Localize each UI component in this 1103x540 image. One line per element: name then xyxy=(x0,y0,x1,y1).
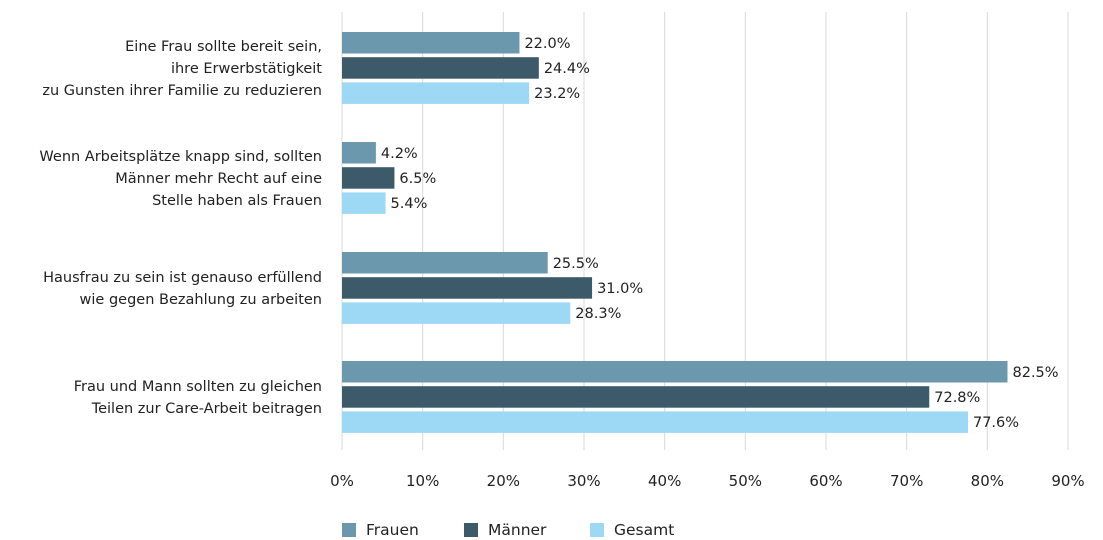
data-label: 28.3% xyxy=(575,306,621,322)
x-tick-label: 50% xyxy=(729,472,762,490)
x-tick-label: 0% xyxy=(330,472,354,490)
legend-swatch xyxy=(590,523,604,537)
legend-label: Gesamt xyxy=(614,521,674,539)
bar-mnner xyxy=(342,386,930,408)
data-label: 72.8% xyxy=(934,390,980,406)
bar-gesamt xyxy=(342,302,571,324)
category-label: Wenn Arbeitsplätze knapp sind, sollten Mä… xyxy=(39,149,322,209)
category-label: Eine Frau sollte bereit sein, ihre Erwerb… xyxy=(42,39,322,99)
x-tick-label: 30% xyxy=(567,472,600,490)
category-labels: Eine Frau sollte bereit sein, ihre Erwerb… xyxy=(39,39,322,417)
bar-gesamt xyxy=(342,192,386,214)
bar-frauen xyxy=(342,32,520,54)
data-label: 24.4% xyxy=(544,61,590,77)
bar-frauen xyxy=(342,252,548,274)
legend-label: Frauen xyxy=(366,521,419,539)
bar-mnner xyxy=(342,167,395,189)
data-label: 6.5% xyxy=(399,171,436,187)
x-tick-label: 10% xyxy=(406,472,439,490)
x-tick-label: 60% xyxy=(809,472,842,490)
data-label: 22.0% xyxy=(524,36,570,52)
x-tick-label: 80% xyxy=(971,472,1004,490)
x-tick-label: 20% xyxy=(487,472,520,490)
data-label: 4.2% xyxy=(381,146,418,162)
legend-label: Männer xyxy=(488,521,547,539)
value-labels: 22.0% 24.4% 23.2% 4.2% 6.5% 5.4% 25.5% 31.0% 28.… xyxy=(381,36,1059,431)
data-label: 77.6% xyxy=(973,415,1019,431)
legend-swatch xyxy=(342,523,356,537)
data-label: 5.4% xyxy=(391,196,428,212)
bar-gesamt xyxy=(342,411,968,433)
x-tick-label: 40% xyxy=(648,472,681,490)
bar-frauen xyxy=(342,361,1008,383)
category-label: Hausfrau zu sein ist genauso erfüllend wi… xyxy=(43,270,322,308)
legend-swatch xyxy=(464,523,478,537)
data-label: 82.5% xyxy=(1013,365,1059,381)
bar-mnner xyxy=(342,57,539,79)
x-tick-label: 90% xyxy=(1051,472,1084,490)
bar-mnner xyxy=(342,277,593,299)
x-axis-tick-labels: 0% 10% 20% 30% 40% 50% 60% 70% 80% 90% xyxy=(330,472,1085,490)
data-label: 31.0% xyxy=(597,281,643,297)
bar-gesamt xyxy=(342,82,530,104)
data-label: 25.5% xyxy=(553,256,599,272)
category-label: Frau und Mann sollten zu gleichen Teilen … xyxy=(74,379,322,417)
legend: Frauen Männer Gesamt xyxy=(342,521,674,539)
x-tick-label: 70% xyxy=(890,472,923,490)
bars xyxy=(342,32,1008,433)
data-label: 23.2% xyxy=(534,86,580,102)
bar-frauen xyxy=(342,142,376,164)
